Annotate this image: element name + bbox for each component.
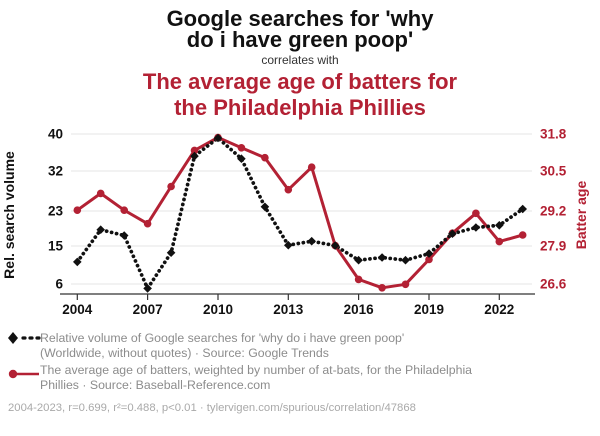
svg-text:2016: 2016 bbox=[344, 302, 375, 317]
svg-text:29.2: 29.2 bbox=[540, 204, 566, 219]
svg-text:27.9: 27.9 bbox=[540, 239, 566, 254]
svg-text:2022: 2022 bbox=[484, 302, 514, 317]
svg-text:23: 23 bbox=[48, 204, 64, 219]
svg-text:2007: 2007 bbox=[133, 302, 163, 317]
svg-text:Rel. search volume: Rel. search volume bbox=[1, 151, 17, 279]
svg-text:6: 6 bbox=[55, 277, 63, 292]
svg-text:2010: 2010 bbox=[203, 302, 233, 317]
svg-text:2013: 2013 bbox=[273, 302, 304, 317]
svg-text:26.6: 26.6 bbox=[540, 277, 567, 292]
svg-text:40: 40 bbox=[48, 127, 63, 142]
svg-text:32: 32 bbox=[48, 164, 63, 179]
svg-text:30.5: 30.5 bbox=[540, 164, 567, 179]
svg-text:15: 15 bbox=[48, 239, 64, 254]
svg-text:Batter age: Batter age bbox=[573, 181, 589, 250]
svg-text:2019: 2019 bbox=[414, 302, 444, 317]
svg-text:2004: 2004 bbox=[62, 302, 93, 317]
svg-text:31.8: 31.8 bbox=[540, 127, 567, 142]
